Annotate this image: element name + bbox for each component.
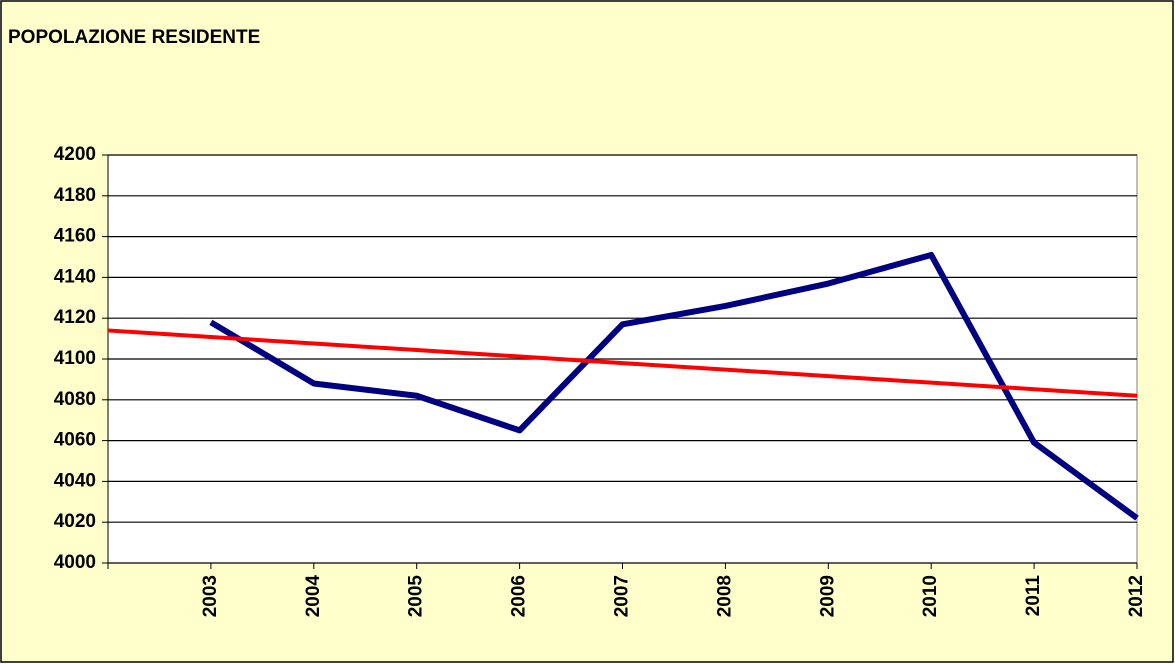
x-tick-label: 2006	[509, 575, 530, 617]
y-tick-label: 4160	[54, 226, 96, 247]
y-tick-label: 4040	[54, 470, 96, 491]
x-tick-label: 2007	[612, 575, 633, 617]
x-tick-label: 2011	[1023, 575, 1044, 617]
y-tick-label: 4100	[54, 348, 96, 369]
series-line	[209, 251, 1139, 521]
x-tick-label: 2010	[920, 575, 941, 617]
x-tick-label: 2005	[406, 575, 427, 618]
y-tick-label: 4080	[54, 389, 96, 410]
y-tick-label: 4000	[54, 552, 96, 573]
x-tick-label: 2004	[303, 575, 324, 618]
x-tick-label: 2003	[200, 575, 221, 617]
series-line	[107, 328, 1138, 398]
x-tick-label: 2008	[714, 575, 735, 617]
y-tick-label: 4120	[54, 307, 96, 328]
y-tick-label: 4060	[54, 430, 96, 451]
y-tick-label: 4140	[54, 266, 96, 287]
x-tick-label: 2012	[1126, 575, 1147, 617]
y-tick-label: 4020	[54, 511, 96, 532]
x-tick-label: 2009	[817, 575, 838, 617]
y-tick-label: 4200	[54, 144, 96, 165]
chart-title: POPOLAZIONE RESIDENTE	[8, 27, 260, 48]
y-tick-label: 4180	[54, 185, 96, 206]
